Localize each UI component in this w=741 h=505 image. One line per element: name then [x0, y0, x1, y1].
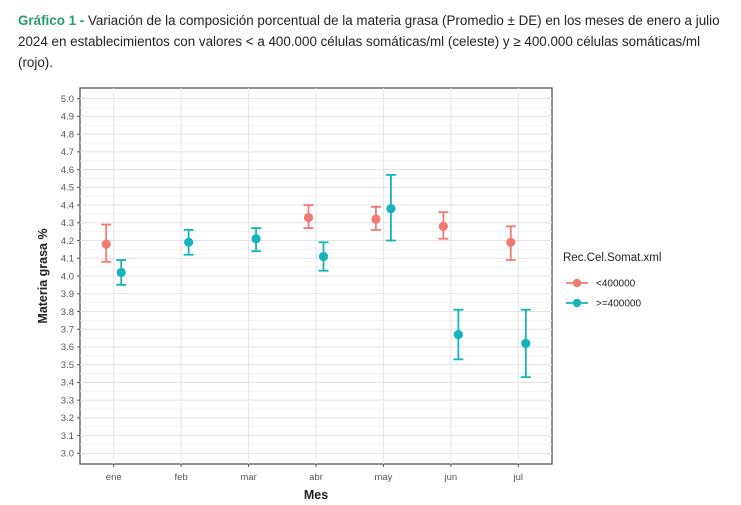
y-tick-label: 3.0 — [61, 449, 74, 460]
y-tick-label: 3.4 — [61, 378, 74, 389]
y-axis-title: Materia grasa % — [36, 228, 50, 323]
data-series — [101, 174, 531, 378]
data-point — [318, 251, 329, 262]
y-tick-label: 4.2 — [61, 236, 74, 247]
data-point — [251, 234, 261, 244]
y-tick-label: 3.2 — [61, 413, 74, 424]
y-tick-label: 3.7 — [61, 325, 74, 336]
x-tick-label: jul — [513, 472, 524, 483]
legend-title: Rec.Cel.Somat.xml — [563, 252, 661, 264]
x-tick-label: feb — [175, 472, 188, 483]
legend-key-point — [572, 298, 582, 308]
grid-lines — [80, 88, 552, 464]
x-tick-label: mar — [240, 472, 256, 483]
caption-text: Variación de la composición porcentual d… — [18, 13, 720, 70]
y-tick-label: 3.1 — [61, 431, 74, 442]
data-point — [371, 214, 381, 224]
legend-label: <400000 — [596, 279, 636, 290]
x-tick-label: ene — [106, 472, 122, 483]
y-tick-label: 4.1 — [61, 254, 74, 265]
data-point — [386, 204, 396, 214]
y-tick-label: 4.9 — [61, 112, 74, 123]
y-tick-label: 4.6 — [61, 165, 74, 176]
y-tick-label: 4.3 — [61, 218, 74, 229]
y-tick-label: 3.5 — [61, 360, 74, 371]
y-tick-label: 4.0 — [61, 271, 74, 282]
y-tick-label: 4.8 — [61, 129, 74, 140]
data-point — [438, 221, 448, 231]
figure-caption: Gráfico 1 - Variación de la composición … — [18, 10, 728, 73]
y-tick-label: 3.9 — [61, 289, 74, 300]
y-tick-label: 4.7 — [61, 147, 74, 158]
y-tick-label: 5.0 — [61, 94, 74, 105]
x-tick-label: jun — [444, 472, 458, 483]
y-tick-label: 3.6 — [61, 342, 74, 353]
x-tick-labels: ene feb mar abr may jun jul — [106, 464, 523, 483]
series-above-400000 — [116, 174, 531, 378]
x-tick-label: may — [374, 472, 392, 483]
legend: Rec.Cel.Somat.xml <400000 >=400000 — [563, 252, 661, 310]
data-point — [521, 338, 531, 348]
y-tick-label: 3.8 — [61, 307, 74, 318]
y-tick-label: 3.3 — [61, 395, 74, 406]
data-point — [506, 237, 516, 247]
x-tick-label: abr — [309, 472, 323, 483]
data-point — [101, 239, 111, 249]
data-point — [303, 212, 314, 223]
data-point — [184, 237, 194, 247]
series-below-400000 — [101, 204, 516, 263]
x-axis-title: Mes — [304, 488, 328, 502]
data-point — [453, 329, 463, 340]
y-tick-label: 4.4 — [61, 200, 74, 211]
y-tick-label: 4.5 — [61, 183, 74, 194]
legend-label: >=400000 — [596, 299, 641, 310]
caption-lead: Gráfico 1 - — [18, 13, 85, 28]
y-tick-labels: 3.0 3.1 3.2 3.3 3.4 3.5 3.6 3.7 3.8 3.9 4.0 4.1 4.2 4… — [61, 94, 80, 460]
data-point — [116, 267, 126, 278]
legend-key-point — [572, 278, 582, 288]
